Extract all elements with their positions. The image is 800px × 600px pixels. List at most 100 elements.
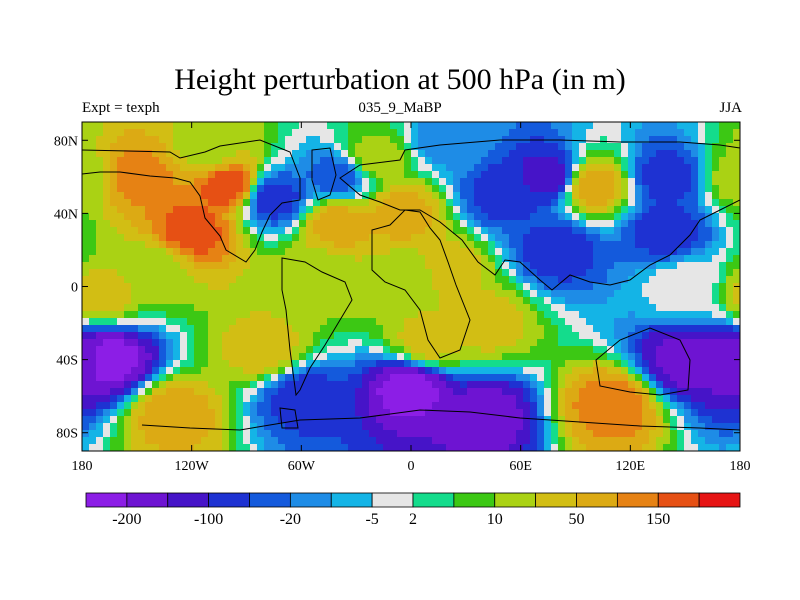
field-cell: [537, 255, 545, 263]
field-cell: [299, 374, 307, 382]
field-cell: [446, 318, 454, 326]
field-cell: [173, 171, 181, 179]
field-cell: [649, 213, 657, 221]
field-cell: [523, 304, 531, 312]
field-cell: [733, 367, 740, 375]
field-cell: [166, 206, 174, 214]
field-cell: [313, 213, 321, 221]
field-cell: [726, 129, 734, 137]
field-cell: [257, 374, 265, 382]
field-cell: [537, 374, 545, 382]
field-cell: [264, 409, 272, 417]
field-cell: [614, 234, 622, 242]
field-cell: [453, 227, 461, 235]
colorbar-swatch: [698, 492, 741, 508]
field-cell: [355, 164, 363, 172]
field-cell: [278, 346, 286, 354]
field-cell: [530, 199, 538, 207]
field-cell: [439, 129, 447, 137]
field-cell: [488, 423, 496, 431]
field-cell: [348, 220, 356, 228]
field-cell: [96, 388, 104, 396]
field-cell: [341, 129, 349, 137]
field-cell: [271, 220, 279, 228]
field-cell: [82, 444, 90, 451]
field-cell: [425, 444, 433, 451]
field-cell: [642, 269, 650, 277]
field-cell: [187, 213, 195, 221]
field-cell: [320, 192, 328, 200]
field-cell: [278, 388, 286, 396]
field-cell: [551, 206, 559, 214]
field-cell: [222, 402, 230, 410]
field-cell: [124, 164, 132, 172]
x-tick-label: 120W: [175, 459, 210, 474]
field-cell: [320, 353, 328, 361]
field-cell: [124, 157, 132, 165]
field-cell: [488, 325, 496, 333]
field-cell: [138, 297, 146, 305]
field-cell: [222, 248, 230, 256]
field-cell: [614, 269, 622, 277]
colorbar-swatch: [494, 492, 537, 508]
field-cell: [285, 283, 293, 291]
field-cell: [334, 416, 342, 424]
field-cell: [572, 164, 580, 172]
field-cell: [278, 150, 286, 158]
field-cell: [488, 234, 496, 242]
field-cell: [376, 122, 384, 130]
field-cell: [628, 374, 636, 382]
field-cell: [565, 444, 573, 451]
field-cell: [495, 367, 503, 375]
field-cell: [474, 269, 482, 277]
field-cell: [705, 171, 713, 179]
field-cell: [649, 283, 657, 291]
field-cell: [621, 234, 629, 242]
field-cell: [460, 234, 468, 242]
field-cell: [649, 290, 657, 298]
field-cell: [656, 402, 664, 410]
field-cell: [558, 437, 566, 445]
field-cell: [180, 213, 188, 221]
field-cell: [103, 332, 111, 340]
field-cell: [418, 283, 426, 291]
field-cell: [572, 129, 580, 137]
field-cell: [649, 178, 657, 186]
field-cell: [131, 276, 139, 284]
field-cell: [306, 213, 314, 221]
field-cell: [236, 206, 244, 214]
field-cell: [362, 409, 370, 417]
field-cell: [208, 192, 216, 200]
field-cell: [600, 381, 608, 389]
field-cell: [691, 430, 699, 438]
field-cell: [705, 346, 713, 354]
field-cell: [341, 199, 349, 207]
field-cell: [285, 129, 293, 137]
field-cell: [320, 388, 328, 396]
field-cell: [614, 206, 622, 214]
field-cell: [348, 262, 356, 270]
field-cell: [733, 255, 740, 263]
field-cell: [488, 129, 496, 137]
field-cell: [362, 381, 370, 389]
field-cell: [166, 213, 174, 221]
field-cell: [677, 213, 685, 221]
field-cell: [257, 241, 265, 249]
field-cell: [117, 318, 125, 326]
field-cell: [110, 220, 118, 228]
field-cell: [306, 164, 314, 172]
field-cell: [348, 395, 356, 403]
field-cell: [334, 402, 342, 410]
field-cell: [236, 353, 244, 361]
field-cell: [467, 290, 475, 298]
field-cell: [411, 318, 419, 326]
field-cell: [726, 241, 734, 249]
field-cell: [376, 297, 384, 305]
field-cell: [621, 248, 629, 256]
field-cell: [250, 409, 258, 417]
field-cell: [467, 339, 475, 347]
field-cell: [390, 136, 398, 144]
field-cell: [271, 402, 279, 410]
field-cell: [376, 360, 384, 368]
field-cell: [432, 430, 440, 438]
